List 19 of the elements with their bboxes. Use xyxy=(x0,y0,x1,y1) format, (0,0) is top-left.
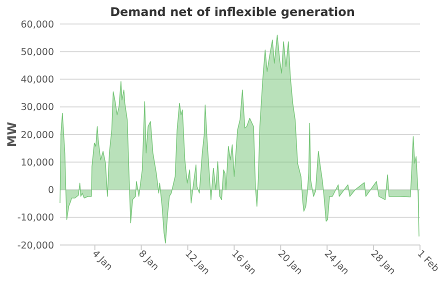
x-tick-label: 16 Jan xyxy=(229,248,258,278)
x-tick-label: 1 Feb xyxy=(414,248,441,274)
y-tick-label: 10,000 xyxy=(20,157,54,168)
y-tick-label: -20,000 xyxy=(17,240,54,252)
y-axis-title: MW xyxy=(5,122,19,148)
x-tick-label: 24 Jan xyxy=(322,248,351,278)
y-tick-label: 0 xyxy=(48,185,54,196)
x-tick-label: 4 Jan xyxy=(90,248,114,273)
y-tick-label: 30,000 xyxy=(20,102,54,114)
x-tick-label: 28 Jan xyxy=(368,248,398,278)
chart-title: Demand net of inflexible generation xyxy=(110,5,355,19)
y-tick-label: 50,000 xyxy=(20,46,54,58)
y-tick-label: 40,000 xyxy=(20,74,54,86)
x-tick-label: 20 Jan xyxy=(276,248,304,278)
y-tick-label: 20,000 xyxy=(20,130,54,141)
x-tick-label: 8 Jan xyxy=(136,248,161,273)
y-tick-label: -10,000 xyxy=(17,212,54,224)
x-tick-label: 12 Jan xyxy=(182,248,212,278)
y-tick-label: 60,000 xyxy=(20,19,54,30)
